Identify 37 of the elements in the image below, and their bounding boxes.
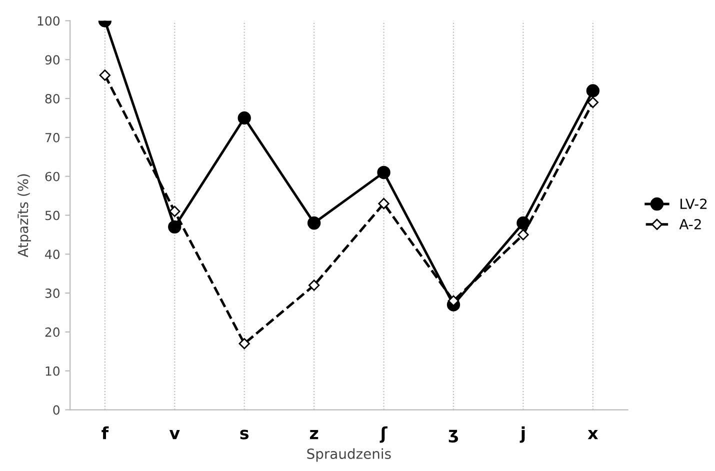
point [238, 338, 250, 350]
y-tick-label: 90 [45, 55, 60, 65]
y-tick-label: 30 [45, 288, 60, 298]
point [378, 198, 390, 210]
x-tick-label: x [588, 430, 598, 440]
legend-label: A-2 [679, 218, 701, 230]
x-tick-label: s [240, 430, 249, 440]
x-tick-label: ʒ [448, 430, 458, 443]
point [168, 220, 182, 234]
point [587, 96, 599, 108]
point [516, 216, 530, 230]
point [518, 229, 529, 240]
y-tick-label: 50 [45, 210, 60, 220]
x-axis-title: Spraudzenis [307, 448, 391, 462]
point [448, 295, 460, 306]
y-tick-label: 10 [46, 366, 60, 376]
y-tick-label: 60 [45, 172, 60, 182]
point [586, 84, 600, 98]
x-tick-label: ʃ [380, 426, 388, 443]
y-tick-label: 0 [53, 405, 60, 415]
point [169, 206, 180, 217]
point [377, 166, 390, 180]
x-tick-label: v [169, 430, 180, 440]
y-tick-label: 70 [45, 132, 60, 142]
point [238, 111, 251, 125]
x-tick-label: z [310, 430, 318, 440]
point [307, 216, 321, 230]
x-tick-label: f [102, 426, 109, 440]
y-axis-title: Atpazīts (%) [18, 174, 31, 258]
y-tick-label: 80 [45, 94, 60, 104]
point [99, 70, 111, 81]
legend-label: LV-2 [680, 198, 707, 209]
y-tick-label: 40 [45, 250, 60, 260]
point [308, 280, 320, 291]
x-tick-label: j [520, 426, 525, 443]
y-tick-label: 100 [38, 16, 60, 26]
y-tick-label: 20 [45, 327, 60, 337]
